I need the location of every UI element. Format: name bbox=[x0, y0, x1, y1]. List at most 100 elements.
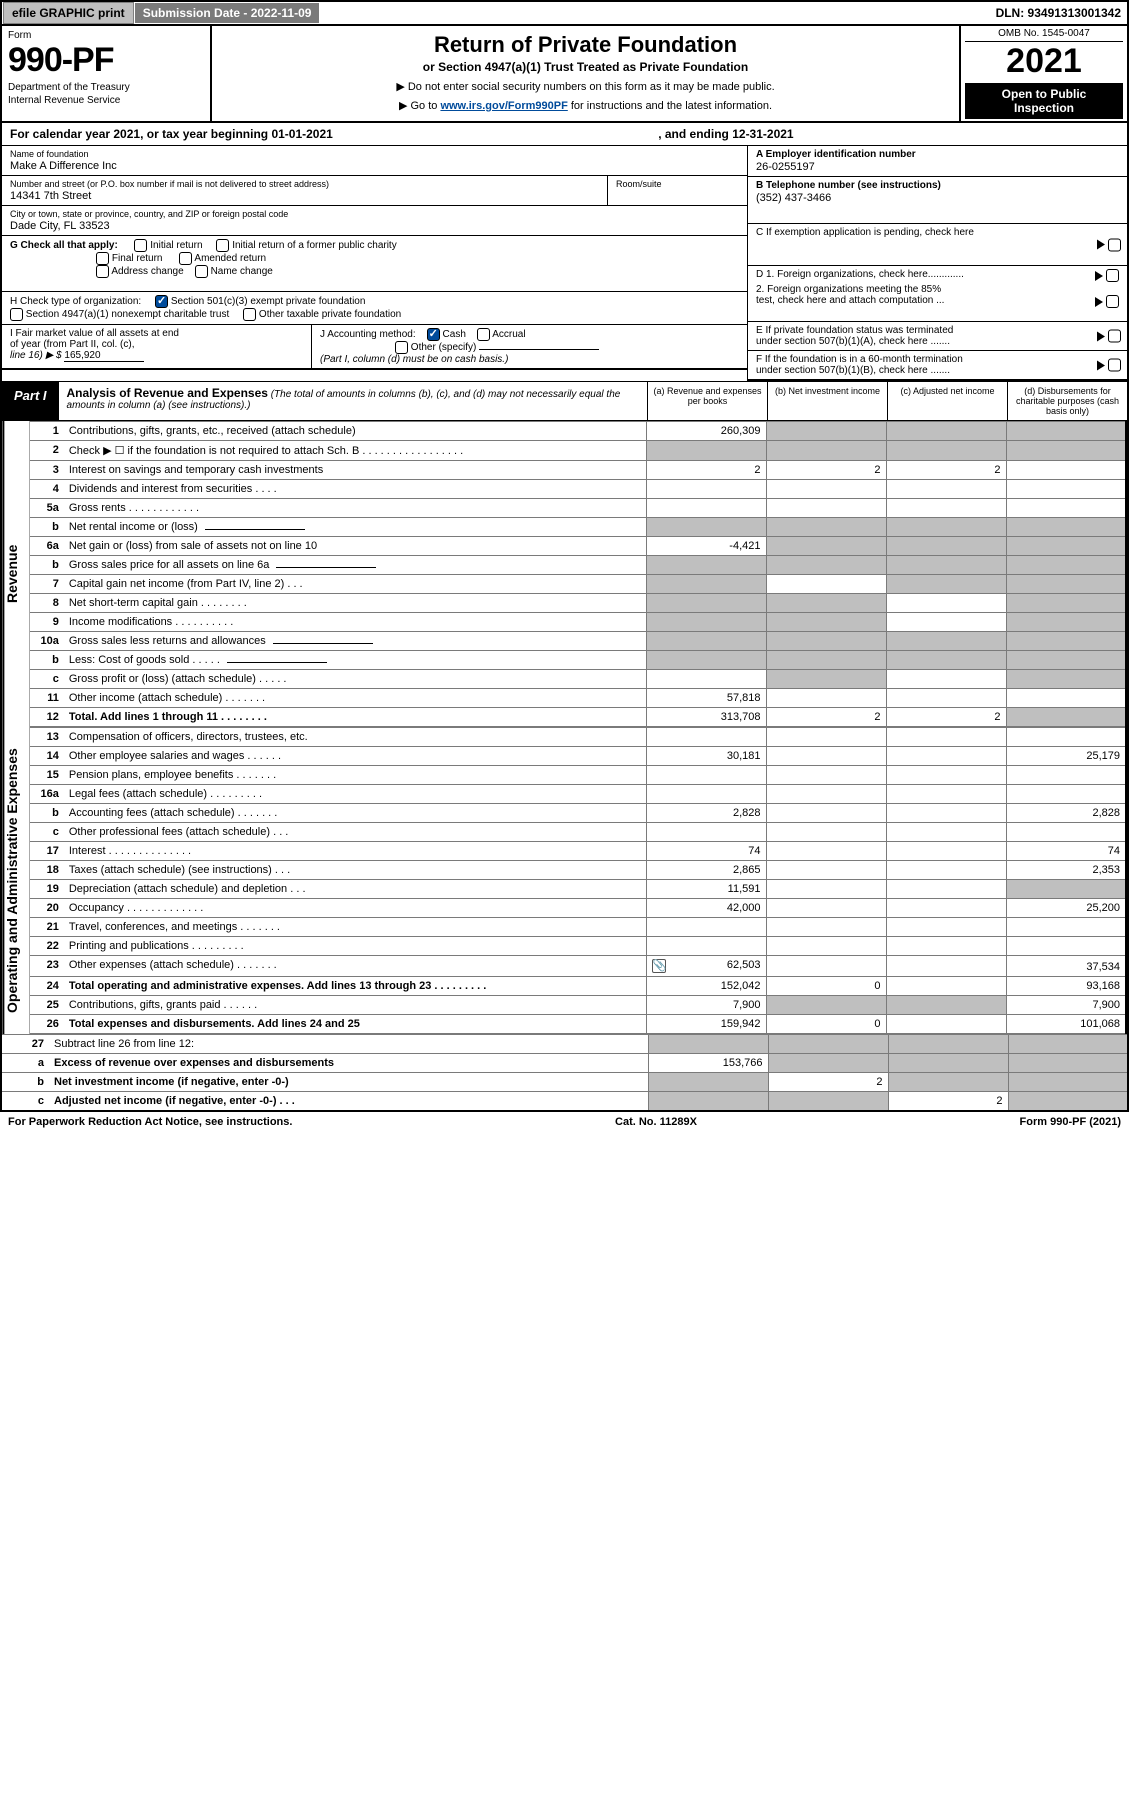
dept-treasury: Department of the Treasury bbox=[8, 82, 204, 93]
col-c-value bbox=[888, 1073, 1008, 1092]
tri-icon bbox=[1097, 331, 1105, 341]
footer-left: For Paperwork Reduction Act Notice, see … bbox=[8, 1116, 292, 1128]
row-desc: Travel, conferences, and meetings . . . … bbox=[64, 918, 646, 937]
row-desc: Gross sales less returns and allowances bbox=[64, 632, 646, 651]
col-a-value bbox=[646, 480, 766, 499]
row-desc: Excess of revenue over expenses and disb… bbox=[49, 1054, 648, 1073]
table-row: 14Other employee salaries and wages . . … bbox=[30, 747, 1126, 766]
chk-501c3[interactable]: ✓ bbox=[155, 295, 168, 308]
table-row: 3Interest on savings and temporary cash … bbox=[30, 461, 1126, 480]
col-a-value bbox=[646, 556, 766, 575]
col-d-value bbox=[1006, 461, 1126, 480]
row-number: 1 bbox=[30, 422, 64, 441]
col-a-value bbox=[646, 632, 766, 651]
col-a-value bbox=[646, 594, 766, 613]
chk-final-return[interactable] bbox=[96, 252, 109, 265]
tax-year: 2021 bbox=[965, 42, 1123, 81]
col-d-value bbox=[1006, 937, 1126, 956]
box-d: D 1. Foreign organizations, check here..… bbox=[748, 266, 1127, 322]
table-row: 9Income modifications . . . . . . . . . … bbox=[30, 613, 1126, 632]
table-row: 12Total. Add lines 1 through 11 . . . . … bbox=[30, 708, 1126, 727]
box-i: I Fair market value of all assets at end… bbox=[2, 325, 312, 368]
chk-other-method[interactable] bbox=[395, 341, 408, 354]
chk-d2[interactable] bbox=[1106, 295, 1119, 308]
row-desc: Income modifications . . . . . . . . . . bbox=[64, 613, 646, 632]
col-b-value: 2 bbox=[768, 1073, 888, 1092]
col-d-value bbox=[1006, 766, 1126, 785]
col-d-value bbox=[1006, 441, 1126, 461]
table-row: bNet investment income (if negative, ent… bbox=[1, 1073, 1128, 1092]
room-label: Room/suite bbox=[616, 179, 739, 189]
col-d-value: 25,179 bbox=[1006, 747, 1126, 766]
f1-text: F If the foundation is in a 60-month ter… bbox=[756, 354, 1119, 365]
info-grid: Name of foundation Make A Difference Inc… bbox=[0, 146, 1129, 381]
col-a-value: 7,900 bbox=[646, 996, 766, 1015]
chk-c[interactable] bbox=[1108, 238, 1121, 251]
col-a-value: 74 bbox=[646, 842, 766, 861]
col-b-value bbox=[766, 823, 886, 842]
col-b-value bbox=[766, 632, 886, 651]
chk-e[interactable] bbox=[1108, 330, 1121, 343]
chk-d1[interactable] bbox=[1106, 269, 1119, 282]
chk-address-change[interactable] bbox=[96, 265, 109, 278]
col-b-value bbox=[766, 785, 886, 804]
footer-cat: Cat. No. 11289X bbox=[615, 1116, 697, 1128]
chk-other-taxable[interactable] bbox=[243, 308, 256, 321]
row-desc: Subtract line 26 from line 12: bbox=[49, 1035, 648, 1054]
col-a-value: -4,421 bbox=[646, 537, 766, 556]
col-a-value: 159,942 bbox=[646, 1015, 766, 1034]
foundation-name: Make A Difference Inc bbox=[10, 160, 739, 172]
instr-goto-suffix: for instructions and the latest informat… bbox=[571, 100, 772, 112]
row-desc: Contributions, gifts, grants, etc., rece… bbox=[64, 422, 646, 441]
chk-initial-return[interactable] bbox=[134, 239, 147, 252]
j-note: (Part I, column (d) must be on cash basi… bbox=[320, 354, 739, 365]
col-d-value: 7,900 bbox=[1006, 996, 1126, 1015]
col-a-value: 📎62,503 bbox=[646, 956, 766, 977]
chk-name-change[interactable] bbox=[195, 265, 208, 278]
efile-button[interactable]: efile GRAPHIC print bbox=[3, 2, 134, 24]
col-b-value bbox=[766, 747, 886, 766]
form-label: Form bbox=[8, 30, 204, 41]
row-number: c bbox=[1, 1092, 49, 1112]
chk-4947a1[interactable] bbox=[10, 308, 23, 321]
col-b-value bbox=[766, 499, 886, 518]
chk-accrual[interactable] bbox=[477, 328, 490, 341]
col-a-value bbox=[646, 518, 766, 537]
table-row: bGross sales price for all assets on lin… bbox=[30, 556, 1126, 575]
col-b-value bbox=[766, 575, 886, 594]
box-f: F If the foundation is in a 60-month ter… bbox=[748, 351, 1127, 381]
dln: DLN: 93491313001342 bbox=[996, 6, 1127, 20]
open-public: Open to Public Inspection bbox=[965, 83, 1123, 119]
row-number: 24 bbox=[30, 977, 64, 996]
chk-amended-return[interactable] bbox=[179, 252, 192, 265]
col-d-value bbox=[1006, 594, 1126, 613]
row-number: 27 bbox=[1, 1035, 49, 1054]
row-number: 2 bbox=[30, 441, 64, 461]
row-number: 4 bbox=[30, 480, 64, 499]
row-number: 26 bbox=[30, 1015, 64, 1034]
row-desc: Interest . . . . . . . . . . . . . . bbox=[64, 842, 646, 861]
row-number: 5a bbox=[30, 499, 64, 518]
chk-initial-former[interactable] bbox=[216, 239, 229, 252]
c-text: C If exemption application is pending, c… bbox=[756, 227, 974, 238]
col-a-value bbox=[646, 575, 766, 594]
revenue-table: 1Contributions, gifts, grants, etc., rec… bbox=[29, 421, 1127, 727]
footer: For Paperwork Reduction Act Notice, see … bbox=[0, 1112, 1129, 1132]
ein-cell: A Employer identification number 26-0255… bbox=[748, 146, 1127, 177]
attachment-icon[interactable]: 📎 bbox=[652, 959, 666, 973]
phone-cell: B Telephone number (see instructions) (3… bbox=[748, 177, 1127, 224]
g-opt1: Initial return bbox=[150, 240, 202, 251]
col-b-value bbox=[766, 594, 886, 613]
chk-cash[interactable]: ✓ bbox=[427, 328, 440, 341]
chk-f[interactable] bbox=[1108, 359, 1121, 372]
col-d-value: 2,353 bbox=[1006, 861, 1126, 880]
row-desc: Gross rents . . . . . . . . . . . . bbox=[64, 499, 646, 518]
g-label: G Check all that apply: bbox=[10, 240, 118, 251]
col-d-value bbox=[1006, 670, 1126, 689]
row-desc: Net investment income (if negative, ente… bbox=[49, 1073, 648, 1092]
row-desc: Net gain or (loss) from sale of assets n… bbox=[64, 537, 646, 556]
j-other: Other (specify) bbox=[411, 342, 477, 353]
table-row: 24Total operating and administrative exp… bbox=[30, 977, 1126, 996]
row-desc: Adjusted net income (if negative, enter … bbox=[49, 1092, 648, 1112]
irs-link[interactable]: www.irs.gov/Form990PF bbox=[440, 100, 567, 112]
